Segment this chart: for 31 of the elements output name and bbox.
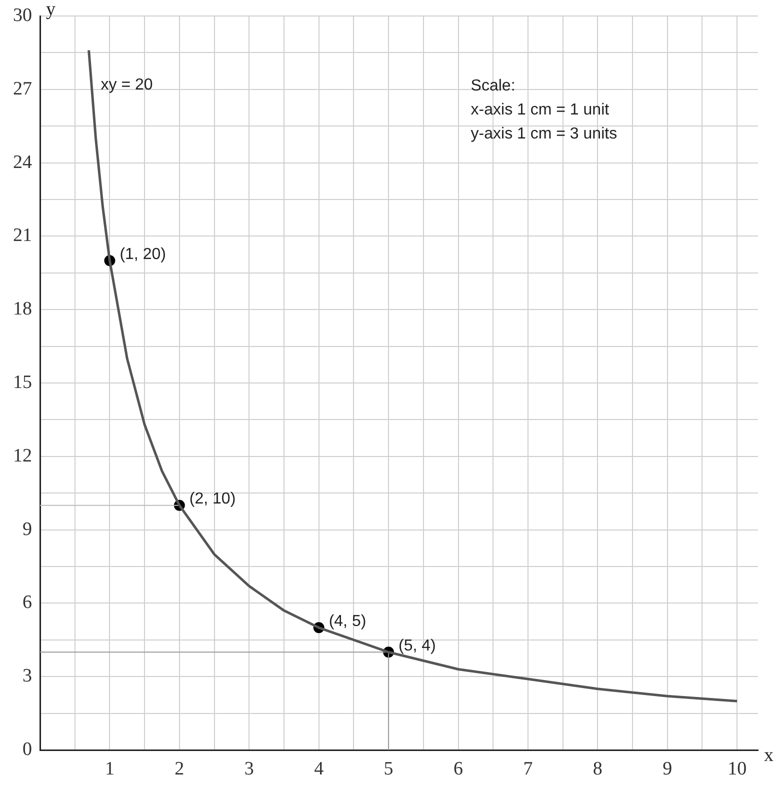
y-tick-label: 27 — [13, 78, 32, 100]
data-label: (1, 20) — [120, 246, 166, 264]
data-label: (2, 10) — [189, 490, 236, 508]
annotation: Scale: — [470, 77, 516, 94]
x-tick-label: 2 — [174, 758, 184, 780]
y-tick-label: 15 — [13, 372, 32, 393]
annotation: x-axis 1 cm = 1 unit — [470, 101, 610, 118]
y-tick-label: 21 — [13, 225, 32, 246]
y-tick-label: 6 — [22, 592, 32, 614]
x-tick-label: 3 — [244, 758, 254, 780]
x-tick-label: 10 — [728, 758, 747, 780]
x-tick-label: 4 — [314, 758, 324, 780]
y-tick-label: 12 — [13, 445, 32, 466]
y-axis-title: y — [46, 0, 56, 20]
x-tick-label: 1 — [104, 758, 114, 780]
y-tick-label: 30 — [13, 4, 32, 26]
x-axis-title: x — [764, 744, 774, 766]
series-label: xy = 20 — [100, 76, 153, 94]
annotation: y-axis 1 cm = 3 units — [470, 125, 618, 142]
y-tick-label: 24 — [13, 152, 32, 173]
x-tick-label: 7 — [523, 758, 533, 780]
data-label: (5, 4) — [398, 638, 436, 655]
y-tick-label: 0 — [22, 738, 32, 760]
y-tick-label: 18 — [13, 298, 32, 320]
x-tick-label: 9 — [662, 758, 672, 780]
x-tick-label: 8 — [592, 758, 602, 780]
x-tick-label: 5 — [384, 758, 394, 780]
data-label: (4, 5) — [328, 613, 366, 630]
x-tick-label: 6 — [454, 758, 463, 780]
y-tick-label: 9 — [22, 518, 32, 540]
y-tick-label: 3 — [22, 666, 32, 687]
